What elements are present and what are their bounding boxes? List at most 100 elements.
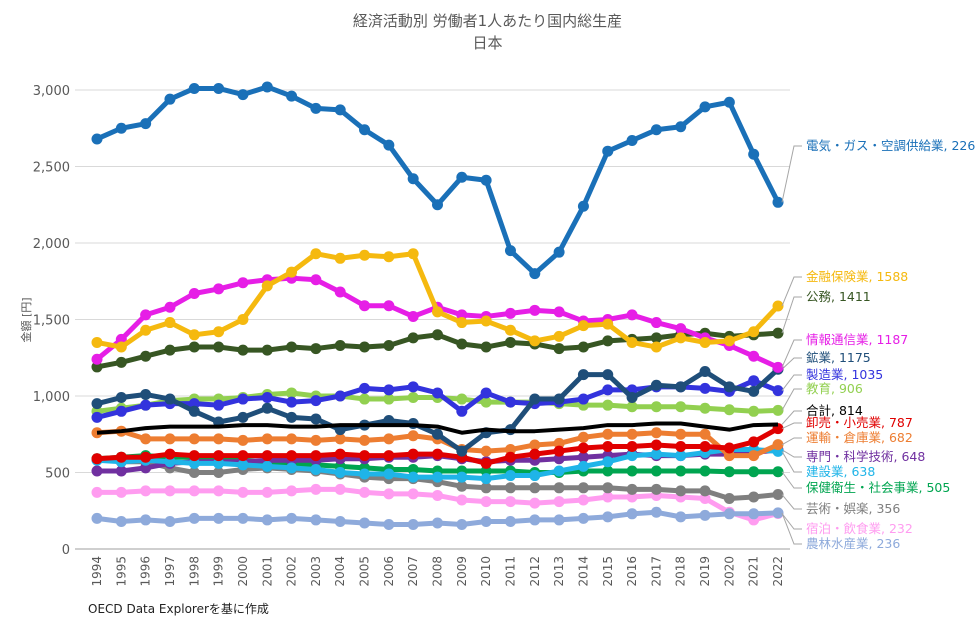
data-point [675, 381, 687, 393]
data-point [310, 483, 322, 495]
data-point [188, 341, 200, 353]
series-label: 製造業, 1035 [806, 367, 883, 382]
data-point [602, 384, 614, 396]
data-point [383, 450, 395, 462]
data-point [286, 387, 298, 399]
data-point [188, 398, 200, 410]
data-point [213, 82, 225, 94]
data-point [237, 89, 249, 101]
data-point [504, 336, 516, 348]
data-point [602, 318, 614, 330]
series-2: 公務, 1411 [91, 289, 871, 373]
data-point [772, 489, 784, 501]
data-point [553, 306, 565, 318]
leader-line [781, 374, 802, 391]
data-point [383, 393, 395, 405]
data-point [602, 456, 614, 468]
data-point [213, 512, 225, 524]
data-point [504, 470, 516, 482]
x-tick-label: 2011 [503, 556, 517, 587]
data-point [529, 304, 541, 316]
data-point [140, 399, 152, 411]
data-point [626, 428, 638, 440]
data-point [237, 393, 249, 405]
data-point [383, 433, 395, 445]
data-point [626, 134, 638, 146]
data-point [577, 320, 589, 332]
data-point [480, 465, 492, 477]
data-point [748, 508, 760, 520]
data-point [456, 393, 468, 405]
x-tick-label: 2012 [528, 556, 542, 587]
data-point [261, 486, 273, 498]
data-point [650, 332, 662, 344]
data-point [91, 133, 103, 145]
data-point [188, 485, 200, 497]
data-point [213, 450, 225, 462]
data-point [140, 118, 152, 130]
data-point [310, 274, 322, 286]
data-point [140, 462, 152, 474]
data-point [748, 405, 760, 417]
data-point [261, 460, 273, 472]
y-tick-label: 2,000 [33, 237, 70, 252]
data-point [286, 433, 298, 445]
series-9: 運輸・倉庫業, 682 [91, 425, 913, 462]
series-label: 農林水産業, 236 [806, 536, 900, 551]
data-point [310, 463, 322, 475]
data-point [504, 245, 516, 257]
data-point [359, 249, 371, 261]
data-point [626, 465, 638, 477]
data-point [334, 515, 346, 527]
x-tick-label: 2000 [236, 556, 250, 587]
data-point [553, 514, 565, 526]
data-point [626, 450, 638, 462]
data-point [723, 450, 735, 462]
data-point [140, 514, 152, 526]
x-tick-label: 2009 [455, 556, 469, 587]
x-tick-label: 1999 [212, 556, 226, 587]
data-point [577, 482, 589, 494]
data-point [164, 393, 176, 405]
data-point [407, 248, 419, 260]
data-point [602, 428, 614, 440]
x-tick-label: 1998 [187, 556, 201, 587]
data-point [164, 301, 176, 313]
data-point [383, 340, 395, 352]
data-point [286, 450, 298, 462]
data-point [748, 375, 760, 387]
data-point [91, 465, 103, 477]
x-tick-label: 2001 [260, 556, 274, 587]
data-point [286, 341, 298, 353]
data-point [675, 323, 687, 335]
leader-line [781, 422, 802, 430]
data-point [432, 306, 443, 318]
x-tick-label: 2004 [333, 556, 347, 587]
data-point [456, 405, 468, 417]
data-point [383, 251, 395, 263]
data-point [310, 434, 322, 446]
source-note: OECD Data Explorerを基に作成 [88, 602, 269, 616]
data-point [310, 395, 322, 407]
series-label: 教育, 906 [806, 381, 863, 396]
data-point [480, 341, 492, 353]
data-point [383, 139, 395, 151]
data-point [772, 361, 784, 373]
data-point [286, 512, 298, 524]
data-point [456, 309, 468, 321]
data-point [261, 280, 273, 292]
data-point [748, 436, 760, 448]
data-point [164, 433, 176, 445]
data-point [675, 121, 687, 133]
data-point [748, 350, 760, 362]
data-point [675, 332, 687, 344]
data-point [480, 445, 492, 457]
x-tick-label: 2013 [552, 556, 566, 587]
data-point [650, 448, 662, 460]
data-point [650, 427, 662, 439]
data-point [310, 343, 322, 355]
data-point [626, 508, 638, 520]
data-point [334, 390, 346, 402]
data-point [529, 448, 541, 460]
